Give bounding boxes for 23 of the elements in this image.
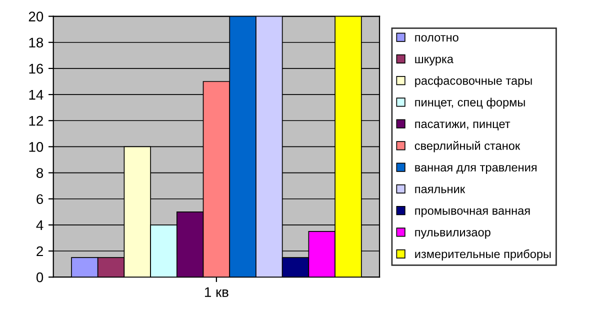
legend-label: измерительные приборы bbox=[415, 249, 551, 261]
y-tick-label: 10 bbox=[29, 142, 44, 152]
legend-label: полотно bbox=[415, 35, 458, 42]
y-tick-label: 6 bbox=[36, 194, 44, 204]
y-tick-label: 18 bbox=[29, 38, 44, 48]
y-tick-label: 0 bbox=[36, 272, 44, 282]
y-tick-label: 4 bbox=[36, 220, 44, 230]
legend-label: сверлийный станок bbox=[414, 141, 520, 152]
legend-label: пасатижи, пинцет bbox=[415, 122, 510, 130]
x-tick-label: 1 кв bbox=[204, 287, 228, 297]
legend-label: пинцет, спец формы bbox=[415, 98, 525, 109]
legend-label: паяльник bbox=[415, 186, 466, 194]
y-tick-label: 8 bbox=[36, 168, 44, 178]
legend-label: пульвилизаор bbox=[415, 230, 490, 239]
y-tick-label: 14 bbox=[29, 90, 44, 100]
y-tick-label: 16 bbox=[29, 64, 44, 74]
y-tick-label: 12 bbox=[29, 116, 43, 126]
y-tick-label: 2 bbox=[36, 246, 43, 256]
y-tick-label: 20 bbox=[28, 12, 44, 22]
legend-label: ванная для травления bbox=[415, 165, 536, 174]
legend-label: шкурка bbox=[415, 56, 454, 66]
legend-label: расфасовочные тары bbox=[415, 76, 532, 88]
legend-label: промывочная ванная bbox=[415, 208, 530, 218]
